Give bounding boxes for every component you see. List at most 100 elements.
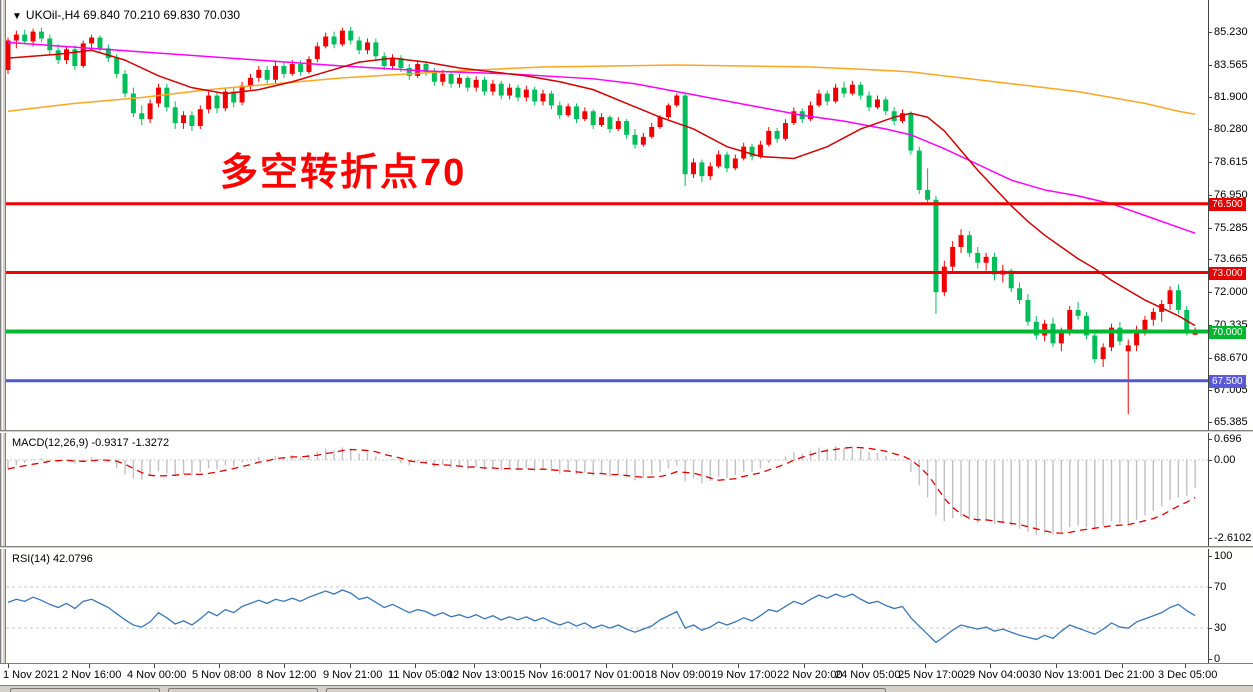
axis-tick xyxy=(1208,259,1212,261)
candle xyxy=(975,252,981,263)
candle xyxy=(348,30,354,41)
time-label: 1 Nov 2021 xyxy=(3,669,60,681)
candle xyxy=(824,93,830,102)
time-tick xyxy=(1185,664,1186,668)
candle xyxy=(515,87,521,98)
candle xyxy=(356,40,362,51)
axis-tick xyxy=(1208,162,1212,164)
candle xyxy=(640,136,646,145)
candle xyxy=(1175,290,1181,310)
candle xyxy=(766,130,772,145)
candle xyxy=(582,111,588,120)
macd-label: MACD(12,26,9) -0.9317 -1.3272 xyxy=(12,437,170,449)
window-left-border xyxy=(0,0,6,692)
candle xyxy=(172,107,178,124)
candle xyxy=(448,73,454,84)
panel-divider-rsi[interactable] xyxy=(0,546,1253,549)
candle xyxy=(164,87,170,108)
chart-tab[interactable] xyxy=(168,688,318,692)
candle xyxy=(573,106,579,120)
candle xyxy=(30,31,36,42)
candle xyxy=(206,95,212,110)
time-label: 24 Nov 05:00 xyxy=(835,669,901,681)
price-axis-border xyxy=(1208,0,1209,663)
candle xyxy=(139,113,145,120)
time-label: 9 Nov 21:00 xyxy=(323,669,383,681)
candle xyxy=(615,121,621,129)
time-label: 12 Nov 13:00 xyxy=(447,669,513,681)
candle xyxy=(691,162,697,175)
chart-tab-bar xyxy=(0,685,1253,692)
candle xyxy=(507,87,513,96)
panel-divider-macd[interactable] xyxy=(0,430,1253,433)
candle xyxy=(941,266,947,293)
rsi-axis-label: 30 xyxy=(1214,622,1227,635)
chart-tab[interactable] xyxy=(326,688,886,692)
time-label: 4 Nov 00:00 xyxy=(127,669,187,681)
rsi-axis-label: 0 xyxy=(1214,653,1221,665)
price-label: 83.565 xyxy=(1214,58,1248,71)
price-label: 75.285 xyxy=(1214,221,1248,234)
candle xyxy=(1075,309,1081,316)
candle xyxy=(38,31,44,39)
symbol-dropdown-icon[interactable]: ▼ xyxy=(12,11,22,22)
time-label: 29 Nov 04:00 xyxy=(963,669,1029,681)
candle xyxy=(833,87,839,102)
price-tag-70.000: 70.000 xyxy=(1209,325,1246,339)
axis-tick xyxy=(1208,659,1212,660)
price-label: 80.280 xyxy=(1214,123,1248,136)
candle xyxy=(80,43,86,67)
time-label: 8 Nov 12:00 xyxy=(257,669,317,681)
candle xyxy=(983,256,989,263)
annotation-text[interactable]: 多空转折点70 xyxy=(220,152,467,194)
time-tick xyxy=(219,664,220,668)
candle xyxy=(498,83,504,96)
candle xyxy=(540,93,546,102)
time-label: 11 Nov 05:00 xyxy=(388,669,453,681)
candle xyxy=(849,84,855,94)
candle xyxy=(774,130,780,139)
candle xyxy=(816,93,822,106)
macd-signal-line xyxy=(7,446,1196,534)
axis-tick xyxy=(1208,32,1212,33)
candle xyxy=(231,91,237,103)
candle xyxy=(1083,315,1089,336)
price-label: 85.230 xyxy=(1214,26,1248,38)
candle xyxy=(1125,345,1131,352)
candle xyxy=(1067,309,1073,332)
candle xyxy=(406,67,412,76)
price-label: 72.000 xyxy=(1214,286,1248,299)
time-axis[interactable]: 1 Nov 2021 2 Nov 16:00 4 Nov 00:00 5 Nov 08… xyxy=(0,663,1253,685)
ma-mid-magenta-line xyxy=(7,41,1196,234)
candle xyxy=(523,89,529,98)
axis-tick xyxy=(1208,97,1212,99)
time-label: 5 Nov 08:00 xyxy=(192,669,252,681)
candle xyxy=(891,111,897,122)
candle xyxy=(289,64,295,74)
time-label: 30 Nov 13:00 xyxy=(1029,669,1095,681)
candle xyxy=(1100,347,1106,360)
candle xyxy=(665,105,671,118)
candle xyxy=(490,83,496,92)
candle xyxy=(97,37,103,49)
time-tick xyxy=(415,664,416,668)
candle xyxy=(599,117,605,126)
candle xyxy=(649,127,655,137)
candle xyxy=(958,235,964,247)
candle xyxy=(456,77,462,84)
chart-tab[interactable] xyxy=(10,688,160,692)
candle xyxy=(256,69,262,78)
axis-tick xyxy=(1208,538,1212,540)
chart-title: ▼ UKOil-,H4 69.840 70.210 69.830 70.030 xyxy=(12,8,240,22)
macd-axis-label: 0.696 xyxy=(1214,433,1242,446)
time-label: 25 Nov 17:00 xyxy=(898,669,964,681)
candle xyxy=(1117,327,1123,342)
candle xyxy=(916,150,922,190)
time-tick xyxy=(862,664,863,668)
ma-slow-orange-line xyxy=(7,64,1196,115)
axis-tick xyxy=(1208,357,1212,359)
price-label: 65.385 xyxy=(1214,416,1248,429)
candle xyxy=(557,105,563,116)
price-tag-67.500: 67.500 xyxy=(1209,374,1246,388)
